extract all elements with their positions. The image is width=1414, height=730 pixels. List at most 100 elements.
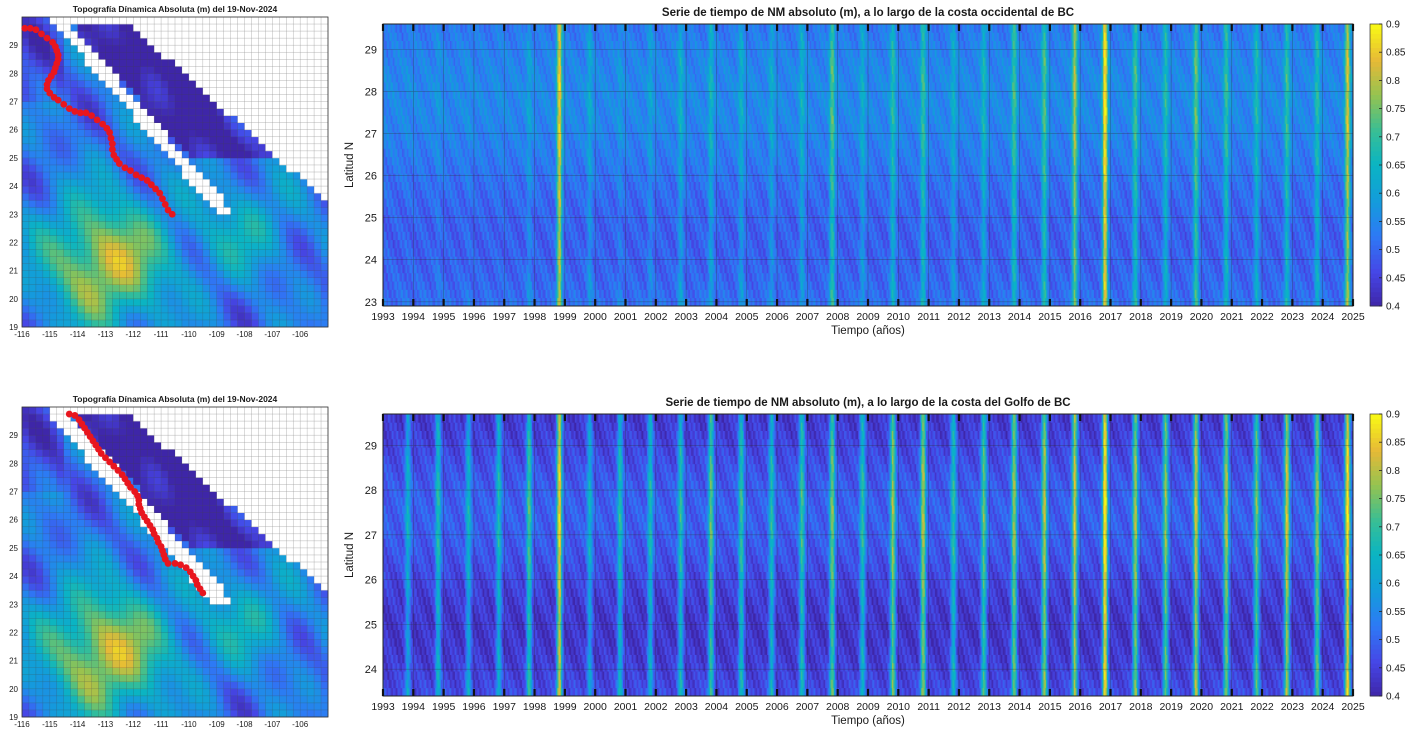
transect-point — [82, 109, 90, 117]
series-ticks — [381, 414, 1355, 696]
colorbar-tick-label: 0.8 — [1386, 76, 1400, 87]
transect-point — [168, 210, 176, 218]
transect-point — [109, 146, 116, 153]
series-x-tick-label: 2014 — [1008, 701, 1032, 713]
map-x-tick-label: -113 — [98, 330, 114, 339]
transect-point — [164, 206, 172, 214]
map-x-tick-label: -114 — [70, 330, 86, 339]
transect-point — [171, 560, 179, 567]
map-x-tick-label: -113 — [98, 720, 114, 729]
series-x-tick-label: 1995 — [432, 311, 456, 323]
transect-point — [199, 589, 207, 597]
series-x-tick-label: 2003 — [674, 701, 698, 713]
map-y-tick-label: 19 — [9, 713, 18, 722]
transect-point — [26, 24, 34, 32]
transect-point — [138, 174, 146, 182]
map-y-tick-label: 19 — [9, 323, 18, 332]
series-x-tick-label: 2011 — [917, 311, 940, 323]
series-x-tick-label: 1999 — [553, 701, 577, 713]
series-x-tick-label: 2020 — [1190, 311, 1214, 323]
series-x-tick-label: 2006 — [765, 311, 789, 323]
colorbar-tick-label: 0.7 — [1386, 522, 1400, 533]
series-x-tick-label: 1997 — [493, 311, 517, 323]
series-xlabel: Tiempo (años) — [831, 325, 905, 337]
series-y-tick-label: 27 — [365, 128, 377, 140]
colorbar-tick-label: 0.6 — [1386, 189, 1400, 200]
transect-point — [110, 462, 118, 470]
series-x-tick-label: 2001 — [614, 701, 638, 713]
transect-point — [109, 140, 116, 148]
series-ticks — [381, 24, 1355, 306]
series-x-tick-label: 2021 — [1220, 701, 1244, 713]
series-x-tick-label: 1998 — [523, 311, 547, 323]
map-x-tick-label: -109 — [209, 330, 226, 339]
series-grid — [382, 414, 1354, 696]
map-x-tick-label: -112 — [126, 720, 142, 729]
series-x-tick-label: 2018 — [1129, 311, 1153, 323]
transect-point — [106, 458, 114, 466]
transect-point — [114, 467, 122, 474]
map-y-tick-label: 25 — [9, 544, 18, 553]
series-x-tick-label: 2008 — [826, 311, 850, 323]
series-x-tick-label: 2022 — [1250, 701, 1274, 713]
transect-point — [152, 185, 159, 193]
series-x-tick-label: 2006 — [765, 701, 789, 713]
series-x-tick-label: 2013 — [978, 311, 1002, 323]
colorbar-tick-label: 0.9 — [1386, 410, 1400, 421]
transect-point — [107, 134, 115, 142]
series-x-tick-label: 2016 — [1069, 701, 1093, 713]
colorbar-tick-label: 0.55 — [1386, 607, 1406, 618]
series-y-tick-label: 26 — [365, 171, 377, 183]
map-y-tick-label: 24 — [9, 572, 18, 581]
colorbar-tick-label: 0.85 — [1386, 438, 1406, 449]
map-y-tick-label: 25 — [9, 154, 18, 163]
transect-point — [65, 410, 73, 418]
map-y-tick-label: 27 — [9, 98, 18, 107]
transect-point — [71, 412, 79, 419]
map-x-tick-label: -114 — [70, 720, 86, 729]
transect-point — [93, 116, 101, 124]
transect-point — [164, 560, 172, 567]
series-x-tick-label: 2002 — [644, 701, 668, 713]
map-x-tick-label: -107 — [264, 330, 281, 339]
map-gulf-coast: Topografía Dínamica Absoluta (m) del 19-… — [9, 394, 329, 729]
series-x-tick-label: 2010 — [887, 701, 911, 713]
map-y-tick-label: 27 — [9, 488, 18, 497]
map-y-tick-label: 29 — [9, 431, 18, 440]
series-x-tick-label: 1997 — [493, 701, 517, 713]
heatmap-columns — [383, 24, 1354, 307]
series-y-tick-label: 23 — [365, 297, 377, 309]
colorbar-tick-label: 0.45 — [1386, 663, 1406, 674]
series-x-tick-label: 1999 — [553, 311, 577, 323]
transect-point — [65, 105, 73, 112]
series-x-tick-label: 2009 — [856, 701, 880, 713]
series-x-tick-label: 1995 — [432, 701, 456, 713]
colorbar-tick-label: 0.5 — [1386, 245, 1400, 256]
map-y-tick-label: 28 — [9, 459, 18, 468]
map-x-tick-label: -115 — [42, 330, 58, 339]
transect-point — [88, 112, 95, 120]
map-x-tick-label: -112 — [126, 330, 142, 339]
series-y-tick-label: 29 — [365, 440, 377, 452]
colorbar-tick-label: 0.9 — [1386, 20, 1400, 31]
series-x-tick-label: 2014 — [1008, 311, 1032, 323]
map-y-tick-label: 26 — [9, 516, 18, 525]
colorbar-tick-label: 0.7 — [1386, 132, 1400, 143]
colorbar-tick-label: 0.75 — [1386, 104, 1406, 115]
transect-point — [115, 160, 123, 167]
transect-point — [127, 167, 134, 174]
transect-point — [43, 34, 51, 42]
series-y-tick-label: 25 — [365, 619, 377, 631]
series-y-tick-label: 24 — [365, 255, 377, 267]
series-x-tick-label: 2022 — [1250, 311, 1274, 323]
series-x-tick-label: 2003 — [674, 311, 698, 323]
map-x-tick-label: -115 — [42, 720, 58, 729]
series-x-tick-label: 2012 — [947, 701, 971, 713]
colorbar-tick-label: 0.65 — [1386, 161, 1406, 172]
map-x-tick-label: -107 — [264, 720, 281, 729]
series-x-tick-label: 1996 — [462, 701, 486, 713]
series-x-tick-label: 2024 — [1311, 311, 1335, 323]
transect-point — [159, 195, 166, 203]
map-y-tick-label: 28 — [9, 69, 18, 78]
map-x-tick-label: -108 — [237, 720, 254, 729]
